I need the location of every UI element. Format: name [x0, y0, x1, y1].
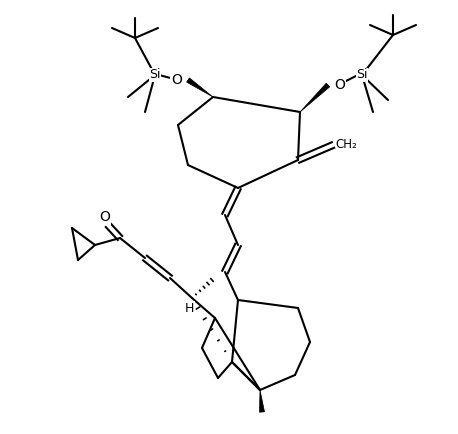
- Text: O: O: [99, 210, 110, 224]
- Text: O: O: [334, 78, 345, 92]
- Text: Si: Si: [356, 69, 368, 82]
- Polygon shape: [300, 83, 330, 112]
- Text: CH₂: CH₂: [335, 138, 357, 151]
- Text: H: H: [185, 302, 194, 315]
- Text: O: O: [171, 73, 182, 87]
- Polygon shape: [186, 78, 213, 97]
- Polygon shape: [260, 390, 264, 412]
- Text: Si: Si: [149, 69, 161, 82]
